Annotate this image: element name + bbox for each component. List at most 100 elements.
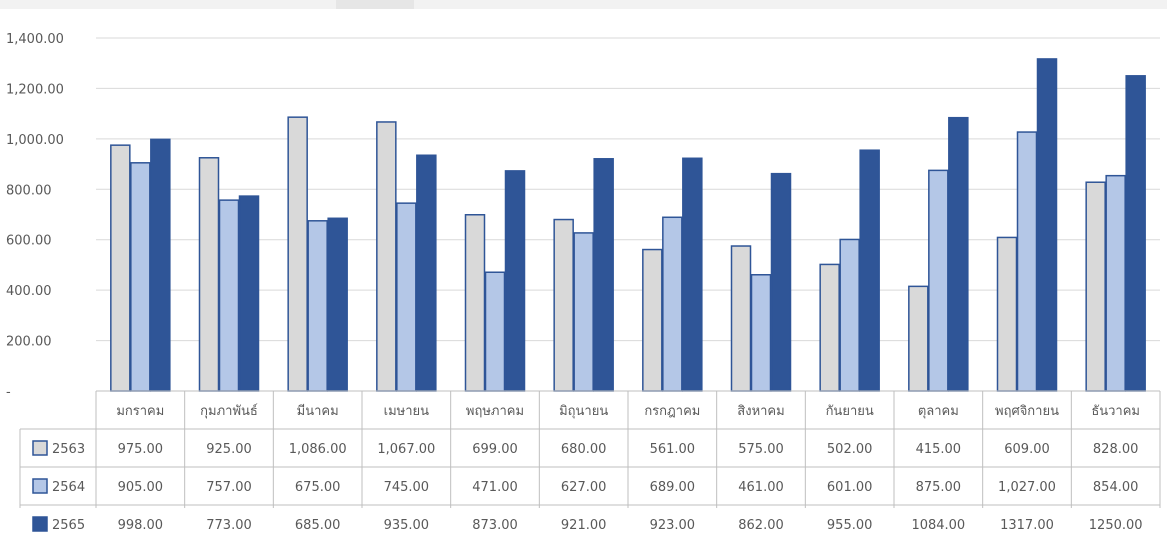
- y-tick-label: -: [6, 385, 11, 400]
- bar-2563: [1085, 181, 1106, 392]
- data-label: 935.00: [384, 518, 430, 533]
- data-label: 685.00: [295, 518, 341, 533]
- data-label: 773.00: [206, 518, 252, 533]
- y-tick-label: 1,200.00: [6, 82, 64, 97]
- data-label: 601.00: [827, 480, 873, 495]
- bar-2563: [553, 218, 574, 392]
- bar-2564: [839, 238, 860, 392]
- data-label: 502.00: [827, 442, 873, 457]
- data-label: 627.00: [561, 480, 607, 495]
- bar-2563: [996, 236, 1018, 392]
- bar-2564: [928, 169, 949, 392]
- legend-swatch-2563: [32, 440, 48, 456]
- top-toolbar-strip: [0, 0, 1167, 9]
- y-tick-label: 1,000.00: [6, 133, 64, 148]
- x-tick-label: มีนาคม: [297, 403, 339, 419]
- data-label: 862.00: [738, 518, 784, 533]
- bar-2564: [218, 199, 240, 392]
- data-label: 923.00: [650, 518, 696, 533]
- bar-2565: [682, 157, 703, 392]
- data-label: 1,086.00: [289, 442, 347, 457]
- legend-label: 2563: [52, 442, 85, 457]
- data-label: 575.00: [738, 442, 784, 457]
- toolbar-tab[interactable]: [336, 0, 414, 9]
- x-tick-label: กันยายน: [826, 404, 874, 419]
- bar-2564: [396, 202, 417, 392]
- bar-2563: [464, 214, 486, 392]
- bar-2565: [504, 170, 526, 392]
- data-label: 975.00: [118, 442, 164, 457]
- bar-2564: [662, 216, 683, 392]
- data-label: 1084.00: [911, 518, 965, 533]
- bar-2565: [593, 158, 614, 392]
- bar-2565: [948, 116, 969, 392]
- bar-2563: [908, 285, 929, 392]
- bar-2565: [1125, 75, 1146, 392]
- data-label: 925.00: [206, 442, 252, 457]
- data-label: 609.00: [1004, 442, 1050, 457]
- bar-2565: [859, 149, 880, 392]
- data-label: 675.00: [295, 480, 341, 495]
- data-label: 875.00: [916, 480, 962, 495]
- data-label: 415.00: [916, 442, 962, 457]
- bar-2565: [416, 154, 437, 392]
- data-label: 905.00: [118, 480, 164, 495]
- data-label: 1,067.00: [377, 442, 435, 457]
- data-label: 699.00: [472, 442, 518, 457]
- data-label: 998.00: [118, 518, 164, 533]
- x-tick-label: มกราคม: [116, 404, 164, 419]
- bar-2564: [1105, 174, 1126, 392]
- x-tick-label: ตุลาคม: [918, 404, 959, 419]
- data-label: 745.00: [384, 480, 430, 495]
- x-tick-label: พฤษภาคม: [466, 404, 524, 419]
- x-tick-label: กรกฎาคม: [644, 404, 700, 419]
- bar-2563: [819, 263, 840, 392]
- y-tick-label: 600.00: [6, 234, 52, 249]
- legend-swatch-2565: [32, 516, 48, 532]
- data-label: 873.00: [472, 518, 518, 533]
- bar-2564: [130, 162, 151, 392]
- legend-label: 2564: [52, 480, 85, 495]
- data-label: 471.00: [472, 480, 518, 495]
- data-label: 689.00: [650, 480, 696, 495]
- data-label: 461.00: [738, 480, 784, 495]
- bar-2565: [150, 138, 171, 392]
- bar-2563: [730, 245, 752, 392]
- data-label: 680.00: [561, 442, 607, 457]
- bar-2565: [238, 195, 260, 392]
- bar-2565: [327, 217, 348, 392]
- y-tick-label: 400.00: [6, 284, 52, 299]
- data-label: 1250.00: [1089, 518, 1143, 533]
- bar-2564: [307, 220, 328, 392]
- y-tick-label: 1,400.00: [6, 32, 64, 47]
- legend-label: 2565: [52, 518, 85, 533]
- data-label: 1,027.00: [998, 480, 1056, 495]
- data-label: 561.00: [650, 442, 696, 457]
- bar-2564: [484, 271, 506, 392]
- data-label: 757.00: [206, 480, 252, 495]
- y-tick-label: 200.00: [6, 335, 52, 350]
- data-label: 921.00: [561, 518, 607, 533]
- data-label: 955.00: [827, 518, 873, 533]
- bar-2563: [642, 248, 663, 392]
- bar-2564: [1016, 131, 1038, 392]
- bar-2564: [573, 232, 594, 392]
- data-label: 828.00: [1093, 442, 1139, 457]
- x-tick-label: ธันวาคม: [1091, 404, 1140, 419]
- bar-2565: [770, 172, 792, 392]
- x-tick-label: มิถุนายน: [559, 404, 608, 419]
- data-label: 854.00: [1093, 480, 1139, 495]
- data-label: 1317.00: [1000, 518, 1054, 533]
- x-tick-label: เมษายน: [384, 404, 429, 419]
- x-tick-label: กุมภาพันธ์: [200, 403, 258, 419]
- bar-2564: [750, 274, 772, 392]
- bar-2565: [1036, 58, 1058, 392]
- y-tick-label: 800.00: [6, 183, 52, 198]
- bar-2563: [198, 157, 220, 392]
- x-tick-label: สิงหาคม: [737, 404, 784, 419]
- bar-2563: [287, 116, 308, 392]
- bar-2563: [110, 144, 131, 392]
- legend-swatch-2564: [32, 478, 48, 494]
- bar-2563: [376, 121, 397, 392]
